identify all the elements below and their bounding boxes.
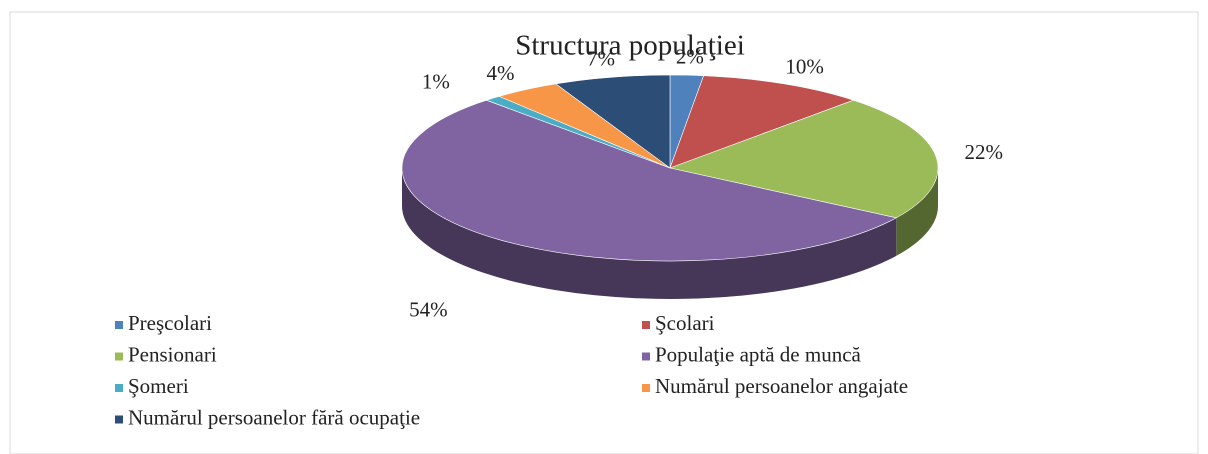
slice-side [896,168,938,256]
legend-swatch [642,352,650,361]
legend-swatch [115,352,123,361]
legend-label: Numărul persoanelor fără ocupaţie [128,405,420,429]
legend-label: Pensionari [128,342,217,366]
data-label: 54% [409,298,448,322]
slice [669,75,855,169]
legend-label: Preşcolari [128,311,212,335]
legend-label: Şomeri [128,374,189,398]
legend-swatch [115,415,123,424]
legend-label: Şcolari [655,311,715,335]
data-label: 4% [487,61,515,85]
data-label: 22% [964,140,1003,164]
slice [401,99,898,262]
legend-label: Populaţie aptă de muncă [655,342,862,366]
legend-swatch [115,384,123,392]
legend-swatch [642,321,650,329]
data-label: 10% [785,55,824,79]
data-label: 2% [676,44,704,68]
slice-side [402,168,897,299]
slice [668,99,939,219]
chart-title: Structura populaţiei [515,30,745,62]
data-label: 1% [422,69,450,93]
legend-swatch [642,384,650,392]
legend-label: Numărul persoanelor angajate [655,374,908,398]
data-label: 7% [587,47,615,71]
slice [555,74,671,169]
legend-swatch [115,321,123,329]
